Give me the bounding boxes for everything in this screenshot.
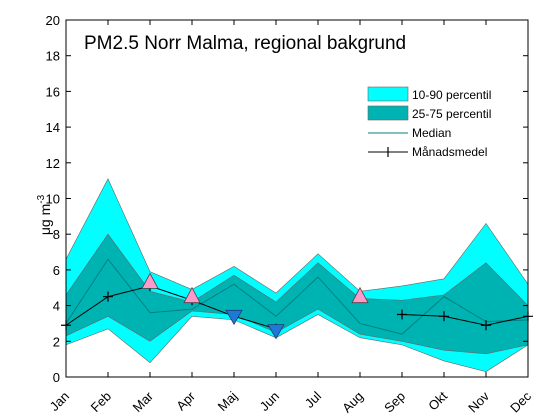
x-tick-label: Aug: [339, 389, 366, 416]
y-tick-label: 0: [53, 370, 60, 385]
x-tick-label: Dec: [507, 388, 534, 415]
y-axis-label-unit: μg m: [37, 204, 53, 235]
x-tick-label: Jun: [257, 389, 282, 414]
x-tick-label: Okt: [425, 388, 450, 413]
chart-title: PM2.5 Norr Malma, regional bakgrund: [84, 33, 406, 54]
monthly-mean-point: [439, 311, 449, 322]
monthly-mean-point: [103, 291, 113, 302]
y-axis-label: μg m-3: [36, 194, 53, 235]
x-tick-label: Mar: [130, 388, 157, 415]
x-tick-label: Sep: [381, 389, 408, 416]
legend-label: 25-75 percentil: [412, 107, 491, 121]
monthly-mean-point: [397, 309, 407, 320]
monthly-mean-point: [481, 320, 491, 331]
triangle-up-marker: [183, 286, 201, 304]
x-tick-label: Maj: [215, 388, 240, 413]
y-tick-label: 8: [53, 227, 60, 242]
plot-layer: [61, 178, 533, 372]
legend: 10-90 percentil 25-75 percentil Median Måna…: [367, 86, 491, 159]
x-tick-label: Jul: [302, 388, 324, 410]
legend-swatch: [367, 105, 409, 121]
y-tick-label: 4: [53, 299, 60, 314]
y-tick-label: 12: [46, 156, 60, 171]
y-tick-label: 20: [46, 13, 60, 28]
x-tick-label: Feb: [88, 389, 114, 415]
triangle-down-marker: [225, 309, 243, 326]
legend-label: 10-90 percentil: [412, 88, 491, 102]
x-tick-label: Jan: [47, 389, 72, 414]
y-tick-label: 6: [53, 263, 60, 278]
x-tick-label: Nov: [465, 388, 492, 415]
y-tick-label: 18: [46, 49, 60, 64]
triangle-down-marker: [267, 324, 285, 340]
legend-label: Månadsmedel: [412, 145, 487, 159]
y-tick-label: 16: [46, 84, 60, 99]
median-line: [65, 258, 529, 335]
legend-label: Median: [412, 126, 451, 140]
x-tick-label: Apr: [173, 388, 198, 413]
y-tick-label: 14: [46, 120, 60, 135]
monthly-mean-line: [65, 285, 529, 330]
y-tick-label: 2: [53, 334, 60, 349]
y-axis-label-exponent: -3: [36, 194, 47, 203]
triangle-up-marker: [141, 272, 159, 289]
legend-swatch: [367, 86, 409, 102]
y-tick-label: 10: [46, 192, 60, 207]
triangle-up-marker: [351, 286, 369, 304]
